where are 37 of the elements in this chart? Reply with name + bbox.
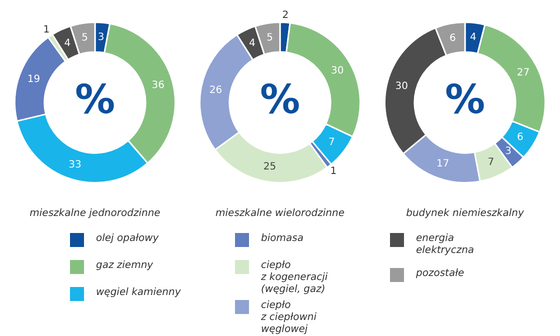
legend-label: ciepło z kogeneracji (węgiel, gaz)	[261, 260, 328, 296]
data-label: 6	[450, 32, 456, 44]
data-label: 2	[282, 10, 289, 22]
data-label: 1	[43, 24, 50, 36]
legend-label: energia elektryczna	[416, 233, 476, 257]
data-label: 3	[505, 146, 512, 158]
data-label: 17	[436, 158, 450, 170]
data-label: 36	[152, 80, 164, 91]
legend-label: ciepło z ciepłowni węglowej	[261, 300, 316, 336]
data-label: 5	[82, 32, 88, 44]
text: mieszkalne jednorodzinne	[28, 208, 162, 219]
legend-label: biomasa	[261, 233, 304, 245]
text: %	[74, 76, 116, 123]
legend-label: pozostałe	[416, 268, 464, 280]
data-label: 7	[488, 157, 494, 168]
text: %	[260, 76, 300, 123]
data-label: 6	[517, 132, 524, 144]
data-label: 26	[209, 84, 222, 96]
data-label: 7	[328, 137, 335, 148]
data-label: 30	[330, 66, 344, 77]
text: budynek niemieszkalny	[405, 208, 525, 219]
legend-label: olej opałowy	[96, 233, 159, 245]
text: mieszkalne wielorodzinne	[214, 208, 346, 219]
data-label: 25	[263, 162, 276, 173]
data-label: 4	[248, 38, 256, 49]
data-label: 5	[266, 32, 273, 44]
data-label: 19	[27, 74, 40, 86]
data-label: 4	[470, 32, 476, 44]
data-label: 33	[68, 159, 82, 170]
data-label: 30	[395, 80, 408, 92]
data-label: 1	[330, 166, 337, 178]
text: %	[444, 76, 486, 123]
data-label: 27	[516, 67, 530, 78]
data-label: 4	[64, 38, 71, 49]
legend-label: węgiel kamienny	[96, 287, 181, 299]
data-label: 3	[98, 32, 104, 43]
legend-label: gaz ziemny	[96, 260, 154, 272]
